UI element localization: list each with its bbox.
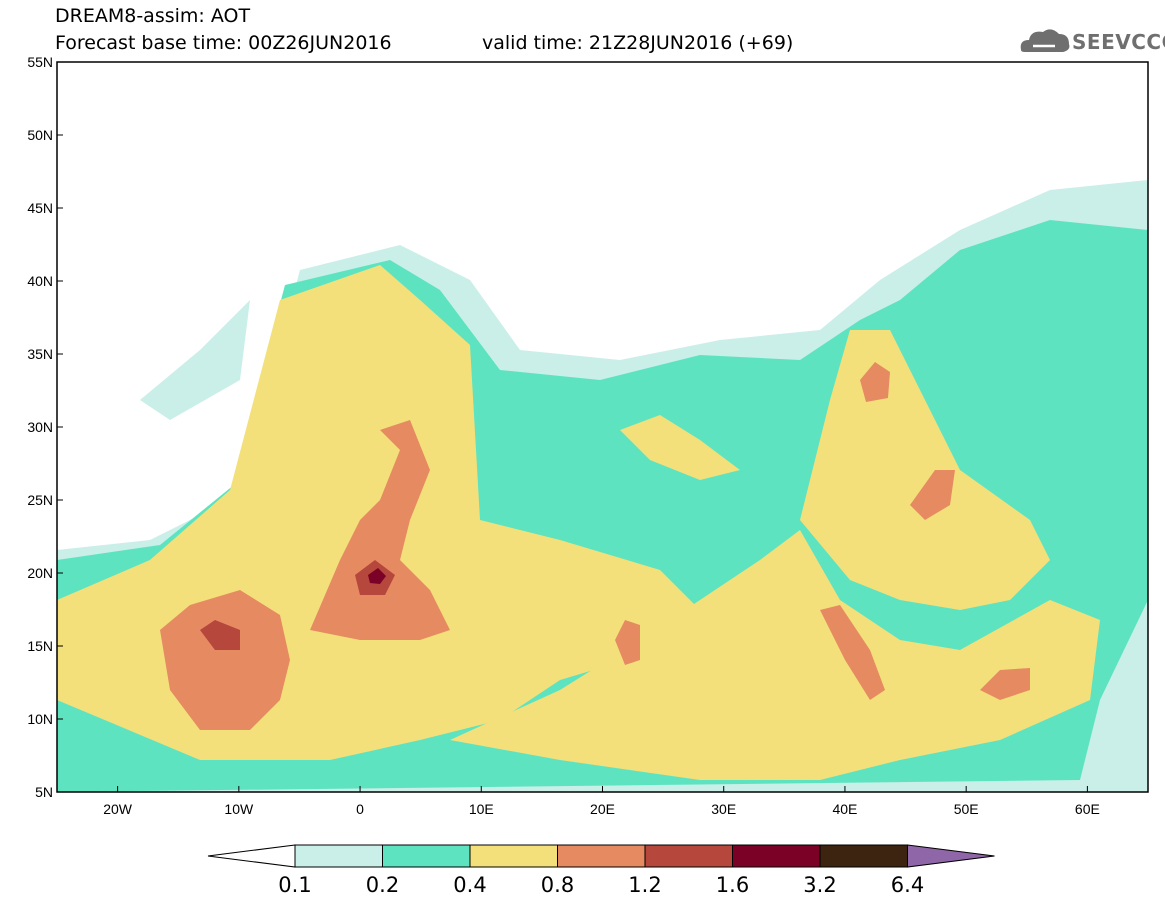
aot-contour-1.6 xyxy=(368,568,386,584)
colorbar-label: 0.1 xyxy=(278,873,312,897)
colorbar-segment xyxy=(819,844,908,868)
colorbar-label: 1.2 xyxy=(628,873,662,897)
colorbar-segment xyxy=(557,844,646,868)
lat-tick-label: 30N xyxy=(27,419,53,435)
colorbar-label: 3.2 xyxy=(803,873,837,897)
colorbar-label: 0.8 xyxy=(540,873,575,897)
colorbar-segment xyxy=(294,844,383,868)
lon-tick-label: 30E xyxy=(711,801,736,817)
lon-tick-label: 20E xyxy=(590,801,615,817)
aot-contour-0.4-egypt xyxy=(620,415,740,480)
colorbar-label: 6.4 xyxy=(890,873,925,897)
aot-contour-0.8-saudi xyxy=(910,470,955,520)
aot-contour-0.8-sahel xyxy=(160,590,290,730)
lat-tick-label: 55N xyxy=(27,54,53,70)
aot-contour-0.8-chad xyxy=(615,620,640,665)
lat-tick-label: 15N xyxy=(27,638,53,654)
valid-time: valid time: 21Z28JUN2016 (+69) xyxy=(482,32,794,54)
lon-tick-label: 60E xyxy=(1075,801,1100,817)
lat-tick-label: 5N xyxy=(35,784,53,800)
lon-tick-label: 10W xyxy=(224,801,254,817)
cloud-icon xyxy=(1020,29,1070,52)
colorbar-segment xyxy=(382,844,471,868)
lon-tick-label: 20W xyxy=(103,801,133,817)
aot-contour-0.1-west xyxy=(140,300,250,420)
colorbar-segment xyxy=(469,844,558,868)
lat-tick-label: 50N xyxy=(27,127,53,143)
lat-tick-label: 10N xyxy=(27,711,53,727)
lat-tick-label: 20N xyxy=(27,565,53,581)
colorbar-segment xyxy=(644,844,733,868)
aot-contour-0.8-oman xyxy=(980,668,1030,700)
colorbar-under-arrow xyxy=(207,844,296,868)
lat-tick-label: 45N xyxy=(27,200,53,216)
aot-contour-0.4-arabia xyxy=(800,330,1050,610)
colorbar-label: 1.6 xyxy=(715,873,750,897)
map-ticks: 20W 10W 0 10E 20E 30E 40E 50E 60E 55N 50N 45N 40N 35N… xyxy=(27,54,1100,817)
lat-tick-label: 35N xyxy=(27,346,53,362)
aot-contour-0.8-redsea xyxy=(820,605,885,700)
colorbar-label: 0.4 xyxy=(453,873,487,897)
lon-tick-label: 50E xyxy=(954,801,979,817)
aot-contour-0.8-mali xyxy=(310,420,450,640)
figure-title: DREAM8-assim: AOT xyxy=(55,5,251,27)
lat-tick-label: 25N xyxy=(27,492,53,508)
lon-tick-label: 10E xyxy=(469,801,494,817)
lon-tick-label: 0 xyxy=(356,801,364,817)
aot-field xyxy=(57,62,1148,792)
colorbar-over-arrow xyxy=(907,844,995,868)
aot-contour-0.8-iraq xyxy=(860,362,890,402)
colorbar-segment xyxy=(732,844,821,868)
colorbar-label: 0.2 xyxy=(365,873,400,897)
lon-tick-label: 40E xyxy=(832,801,857,817)
lat-tick-label: 40N xyxy=(27,273,53,289)
aot-contour-1.2-a xyxy=(200,620,240,650)
aot-contour-0.4-south xyxy=(450,530,1100,780)
forecast-base-time: Forecast base time: 00Z26JUN2016 xyxy=(55,32,392,54)
seevccc-logo: SEEVCCC xyxy=(1072,30,1165,54)
